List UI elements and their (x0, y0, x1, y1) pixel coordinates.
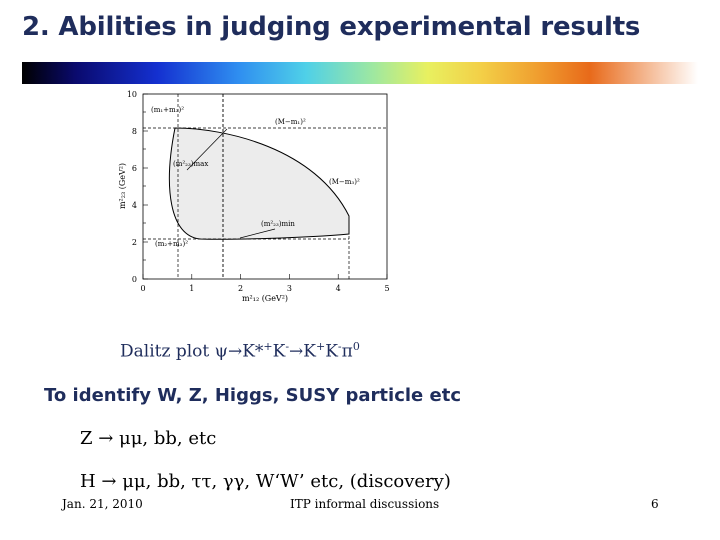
x-tick-label: 3 (287, 284, 292, 293)
caption-text: K (272, 341, 286, 362)
caption-sup: - (337, 340, 342, 353)
y-tick-marks (143, 93, 148, 280)
x-axis-label: m²₁₂ (GeV²) (242, 294, 288, 303)
x-tick-marks (142, 274, 388, 279)
page-number: 6 (651, 497, 659, 511)
y-axis-label: m²₂₃ (GeV²) (118, 163, 127, 209)
dalitz-region (168, 127, 350, 240)
h-decay-line: H → μμ, bb, ττ, γγ, W‘W’ etc, (discovery… (80, 471, 451, 492)
caption-text: →K (289, 341, 316, 362)
kinematic-bounds (143, 94, 387, 279)
header-gradient-bar (22, 62, 698, 84)
dalitz-plot-figure: 0 2 4 6 8 10 0 1 2 3 4 5 m²₂₃ (GeV²) m²₁… (118, 90, 390, 303)
y-tick-label: 2 (132, 238, 137, 247)
caption-sup: + (263, 340, 273, 353)
y-tick-label: 6 (132, 164, 137, 173)
caption-sup: 0 (352, 340, 360, 353)
annotation-bottom-left: (m₂+m₃)² (155, 240, 188, 248)
dalitz-caption: Dalitz plot ψ→K*+K-→K+K-π0 (120, 340, 360, 362)
x-tick-label: 1 (189, 284, 194, 293)
y-tick-label: 8 (132, 127, 137, 136)
caption-text: π (341, 341, 353, 362)
plot-frame (142, 93, 388, 280)
y-tick-label: 10 (127, 90, 137, 99)
footer-date: Jan. 21, 2010 (62, 497, 143, 511)
annotation-top-right: (M−m₁)² (275, 118, 306, 126)
caption-text: K (325, 341, 338, 362)
annotation-top-left: (m₁+m₃)² (151, 106, 184, 114)
x-tick-label: 2 (238, 284, 243, 293)
annotation-min: (m²₂₃)min (261, 220, 295, 228)
x-tick-label: 5 (384, 284, 389, 293)
annotation-max: (m²₂₃)max (173, 160, 208, 168)
y-tick-label: 0 (132, 275, 137, 284)
caption-text: Dalitz plot ψ→K* (120, 341, 264, 362)
subheading: To identify W, Z, Higgs, SUSY particle e… (44, 385, 461, 406)
x-tick-label: 0 (140, 284, 145, 293)
slide-title: 2. Abilities in judging experimental res… (22, 12, 641, 42)
footer-center: ITP informal discussions (290, 497, 440, 511)
x-tick-label: 4 (336, 284, 341, 293)
y-tick-label: 4 (132, 201, 137, 210)
caption-sup: + (316, 340, 326, 353)
annotation-right: (M−m₃)² (329, 178, 360, 186)
caption-sup: - (285, 340, 290, 353)
z-decay-line: Z → μμ, bb, etc (80, 428, 217, 449)
